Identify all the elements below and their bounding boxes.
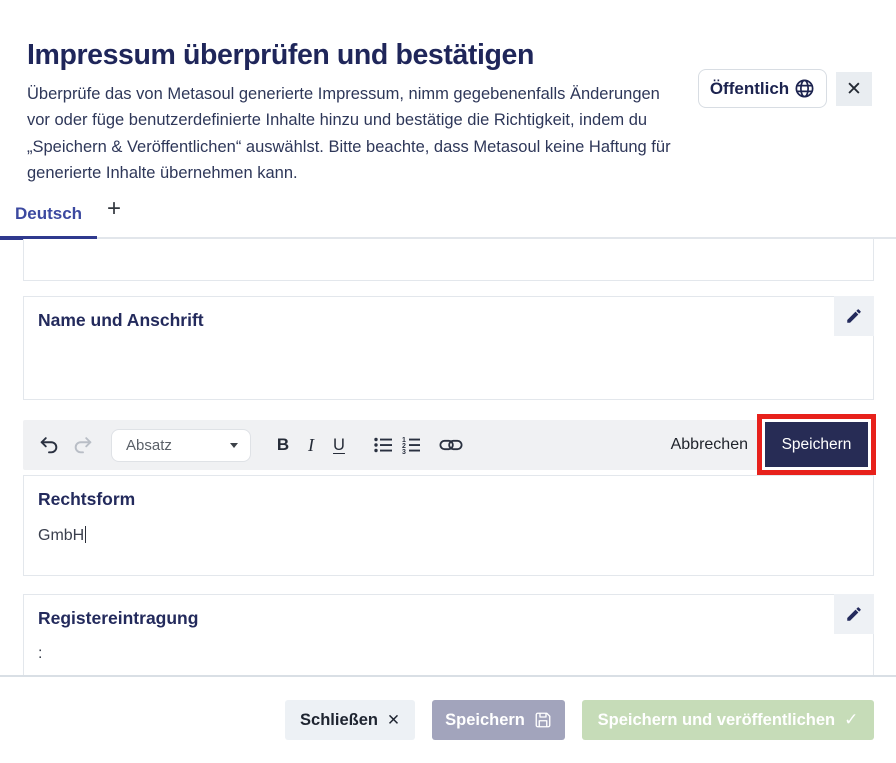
svg-text:2: 2 <box>402 443 406 450</box>
numbered-list-button[interactable]: 1 2 3 <box>397 428 425 462</box>
edit-register-button[interactable] <box>834 594 874 634</box>
footer-divider <box>0 675 896 677</box>
redo-arrow-icon <box>72 434 94 456</box>
footer-save-publish-button[interactable]: Speichern und veröffentlichen ✓ <box>582 700 874 740</box>
footer-close-button[interactable]: Schließen ✕ <box>285 700 415 740</box>
tab-underline-track <box>0 237 896 239</box>
italic-button[interactable]: I <box>297 428 325 462</box>
tab-underline-active <box>0 236 97 240</box>
globe-icon <box>794 78 815 99</box>
add-tab-button[interactable]: + <box>107 197 121 221</box>
bullet-list-button[interactable] <box>369 428 397 462</box>
edit-name-address-button[interactable] <box>834 296 874 336</box>
modal-description: Überprüfe das von Metasoul generierte Im… <box>27 84 671 183</box>
chevron-down-icon <box>230 442 238 448</box>
undo-arrow-icon <box>38 434 60 456</box>
redo-button[interactable] <box>69 428 97 462</box>
footer-save-publish-label: Speichern und veröffentlichen <box>597 710 836 729</box>
visibility-label: Öffentlich <box>709 78 790 98</box>
footer-save-button[interactable]: Speichern <box>432 700 565 740</box>
bold-button[interactable]: B <box>269 428 297 462</box>
register-value: : <box>38 645 43 662</box>
editor-content-area[interactable]: Rechtsform GmbH <box>23 475 874 576</box>
visibility-button[interactable]: Öffentlich <box>698 69 827 108</box>
numbered-list-icon: 1 2 3 <box>400 434 422 456</box>
section-title: Registereintragung <box>38 608 199 628</box>
undo-button[interactable] <box>35 428 63 462</box>
check-icon: ✓ <box>844 710 859 729</box>
underline-button[interactable]: U <box>325 428 353 462</box>
link-icon <box>439 436 463 454</box>
section-box-register: Registereintragung : <box>23 594 874 675</box>
section-box-partial <box>23 239 874 281</box>
editor-toolbar: Absatz B I U 1 2 3 <box>23 414 876 475</box>
svg-text:3: 3 <box>402 449 406 456</box>
save-highlight-annotation: Speichern <box>757 414 876 475</box>
close-x-icon: ✕ <box>386 712 400 729</box>
section-box-name-address: Name und Anschrift <box>23 296 874 400</box>
paragraph-format-select[interactable]: Absatz <box>111 428 251 462</box>
section-title: Name und Anschrift <box>38 310 204 330</box>
tab-label: Deutsch <box>15 204 83 223</box>
bullet-list-icon <box>372 434 394 456</box>
close-icon: ✕ <box>846 78 862 100</box>
footer-save-label: Speichern <box>445 710 525 729</box>
pencil-icon <box>845 307 863 325</box>
modal-close-button[interactable]: ✕ <box>836 72 872 106</box>
footer-close-label: Schließen <box>300 710 378 729</box>
tab-deutsch[interactable]: Deutsch <box>15 204 82 224</box>
svg-text:1: 1 <box>402 437 406 444</box>
text-value: GmbH <box>38 527 85 544</box>
page-title: Impressum überprüfen und bestätigen <box>27 39 534 72</box>
text-cursor <box>85 526 87 543</box>
link-button[interactable] <box>437 428 465 462</box>
plus-icon: + <box>107 195 122 222</box>
pencil-icon <box>845 605 863 623</box>
footer: Schließen ✕ Speichern Speichern und verö… <box>0 677 896 763</box>
floppy-disk-icon <box>534 711 552 729</box>
paragraph-format-label: Absatz <box>126 436 172 454</box>
editor-save-button[interactable]: Speichern <box>765 422 868 467</box>
editor-content-value: GmbH <box>38 526 87 545</box>
editor-content-title: Rechtsform <box>38 489 136 509</box>
cancel-button[interactable]: Abbrechen <box>665 425 754 465</box>
